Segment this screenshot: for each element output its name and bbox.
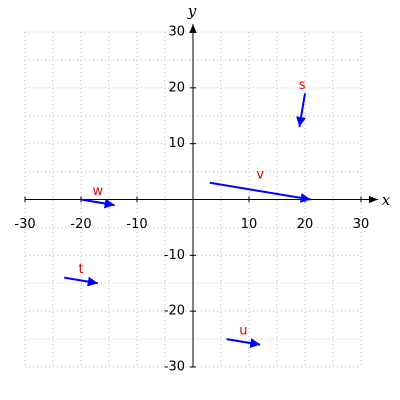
vector-label: s xyxy=(299,78,306,93)
y-tick-label: -20 xyxy=(164,304,185,319)
x-tick-label: -30 xyxy=(14,217,35,232)
x-tick-label: 10 xyxy=(241,217,258,232)
vector-arrow xyxy=(80,198,115,209)
y-tick-label: 20 xyxy=(168,80,185,95)
x-tick-label: -20 xyxy=(70,217,91,232)
y-tick-label: -10 xyxy=(164,248,185,263)
x-axis-label: x xyxy=(382,191,391,209)
x-tick-label: -10 xyxy=(126,217,147,232)
vector-label: v xyxy=(256,167,264,182)
vector-label: u xyxy=(239,324,247,339)
y-tick-label: 30 xyxy=(168,25,185,40)
vector-arrow xyxy=(296,93,306,128)
x-tick-label: 30 xyxy=(353,217,370,232)
vector-arrow xyxy=(209,181,311,203)
y-axis-label: y xyxy=(187,2,197,20)
y-tick-label: 10 xyxy=(168,136,185,151)
vector-arrow xyxy=(64,276,98,287)
x-tick-label: 20 xyxy=(297,217,314,232)
y-tick-label: -30 xyxy=(164,360,185,375)
vector-arrow xyxy=(226,338,261,348)
vector-label: w xyxy=(92,184,103,199)
vector-label: t xyxy=(78,262,83,277)
